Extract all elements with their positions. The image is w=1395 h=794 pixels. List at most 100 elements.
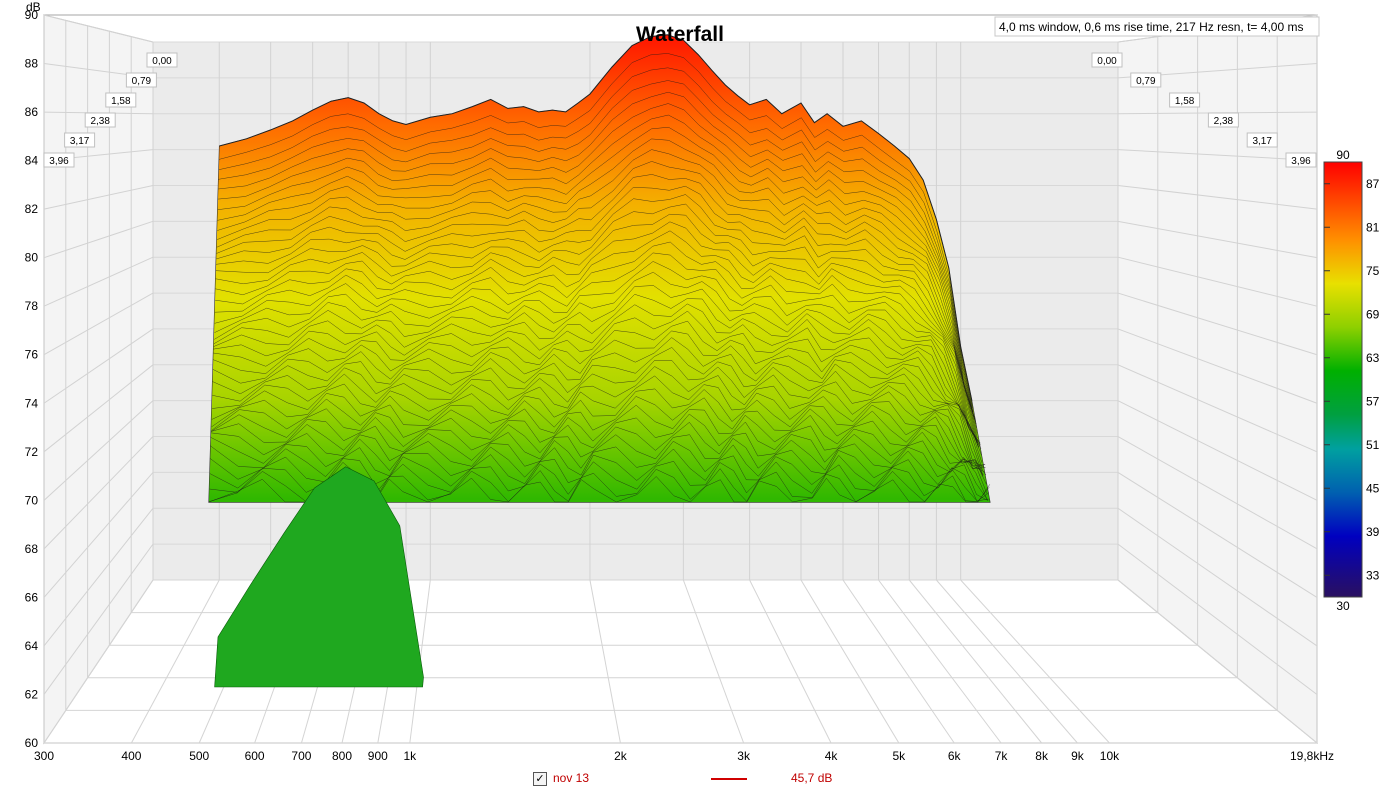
floor-gridline <box>682 579 745 744</box>
colorbar-tick-label: 87 <box>1366 177 1380 191</box>
floor-gridline <box>842 579 955 744</box>
x-tick-label: 400 <box>121 749 141 763</box>
slice-line <box>210 434 988 501</box>
time-tick-label: 0,00 <box>152 56 172 67</box>
slice-line <box>209 448 989 502</box>
floor-gridline <box>130 579 220 744</box>
x-tick-label: 1k <box>403 749 417 763</box>
y-tick-label: 82 <box>25 202 39 216</box>
slice-line <box>210 396 987 476</box>
time-label-box <box>146 52 178 68</box>
x-tick-label: 700 <box>291 749 311 763</box>
slice-line <box>211 375 986 467</box>
time-tick-label: 0,79 <box>1136 76 1156 87</box>
slice-line <box>216 185 978 433</box>
time-label-box <box>1207 112 1239 128</box>
y-tick-label: 78 <box>25 299 39 313</box>
floor-gridline <box>1117 579 1318 744</box>
slice-line <box>215 221 979 448</box>
waterfall-surface <box>208 34 991 688</box>
wall-gridline <box>1117 292 1318 356</box>
colorbar-tick-label: 81 <box>1366 220 1380 234</box>
time-label-box <box>64 132 96 148</box>
colorbar-tick-label: 63 <box>1366 351 1380 365</box>
wall-gridline <box>43 184 154 210</box>
time-label-box <box>1130 72 1162 88</box>
wall-gridline <box>43 364 154 453</box>
legend-line-swatch <box>711 778 747 780</box>
time-label-box <box>84 112 116 128</box>
legend-level: 45,7 dB <box>791 771 833 785</box>
x-tick-label: 10k <box>1100 749 1120 763</box>
slice-line <box>213 294 982 456</box>
time-label-box <box>125 72 157 88</box>
slice-line <box>216 174 977 428</box>
slice-line <box>218 53 973 405</box>
time-label-box <box>105 92 137 108</box>
slice-line <box>213 285 982 449</box>
wall-gridline <box>43 400 154 501</box>
wall-gridline <box>43 220 154 259</box>
colorbar-tick-label: 75 <box>1366 264 1380 278</box>
slice-line <box>213 303 983 463</box>
floor-gridline <box>908 579 1043 744</box>
colorbar-tick-label: 69 <box>1366 307 1380 321</box>
colorbar-tick-label: 30 <box>1336 599 1350 613</box>
x-tick-label: 9k <box>1071 749 1085 763</box>
series-line <box>219 34 973 401</box>
x-tick-label: 4k <box>825 749 839 763</box>
slice-line <box>210 413 988 494</box>
floor-gridline <box>43 579 154 744</box>
x-tick-label: 7k <box>995 749 1009 763</box>
wall-gridline <box>43 507 154 647</box>
y-tick-label: 88 <box>25 57 39 71</box>
time-tick-label: 1,58 <box>111 96 131 107</box>
wall-gridline <box>1117 507 1318 647</box>
wall-gridline <box>1117 471 1318 598</box>
wall-gridline <box>1117 400 1318 501</box>
info-text: 4,0 ms window, 0,6 ms rise time, 217 Hz … <box>999 20 1303 34</box>
slice-line <box>218 91 974 416</box>
wall-gridline <box>1117 220 1318 259</box>
x-tick-label: 300 <box>34 749 54 763</box>
y-tick-label: 60 <box>25 736 39 750</box>
y-tick-label: 84 <box>25 154 39 168</box>
floor-gridline <box>878 579 1002 744</box>
y-tick-label: 86 <box>25 105 39 119</box>
colorbar-tick-label: 90 <box>1336 148 1350 162</box>
slice-line <box>210 421 988 500</box>
slice-line <box>213 310 983 470</box>
time-tick-label: 3,17 <box>70 136 90 147</box>
slice-line <box>214 271 981 445</box>
time-label-box <box>1246 132 1278 148</box>
wall-gridline <box>43 292 154 356</box>
slice-line <box>214 252 981 444</box>
wall-gridline <box>1117 543 1318 695</box>
time-label-box <box>43 152 75 168</box>
y-axis: 90 88 86 84 82 80 78 76 74 72 70 68 66 64 62 60 <box>25 8 39 750</box>
time-tick-label: 1,58 <box>1175 96 1195 107</box>
x-tick-label: 19,8kHz <box>1290 749 1334 763</box>
slice-line <box>217 126 976 420</box>
time-tick-label: 2,38 <box>90 116 110 127</box>
info-box: 4,0 ms window, 0,6 ms rise time, 217 Hz … <box>994 16 1320 37</box>
colorbar-tick-label: 51 <box>1366 438 1380 452</box>
y-tick-label: 76 <box>25 348 39 362</box>
slice-line <box>218 103 975 418</box>
series-checkbox[interactable]: ✓ <box>533 772 547 786</box>
slice-line <box>217 149 976 422</box>
time-label-box <box>1169 92 1201 108</box>
slice-line <box>218 67 973 409</box>
time-label-box <box>1285 152 1317 168</box>
chart-title: Waterfall <box>636 23 724 46</box>
wall-gridline <box>43 543 154 695</box>
colorbar-tick-label: 57 <box>1366 394 1380 408</box>
y-tick-label: 72 <box>25 445 39 459</box>
y-tick-label: 64 <box>25 639 39 653</box>
time-tick-label: 2,38 <box>1214 116 1234 127</box>
x-axis: 300 400 500 600 700 800 900 1k 2k 3k 4k 5k 6k 7k 8k 9k 1… <box>34 749 1334 763</box>
slice-line <box>212 330 984 477</box>
x-tick-label: 800 <box>332 749 352 763</box>
floor-gridline <box>936 579 1078 744</box>
